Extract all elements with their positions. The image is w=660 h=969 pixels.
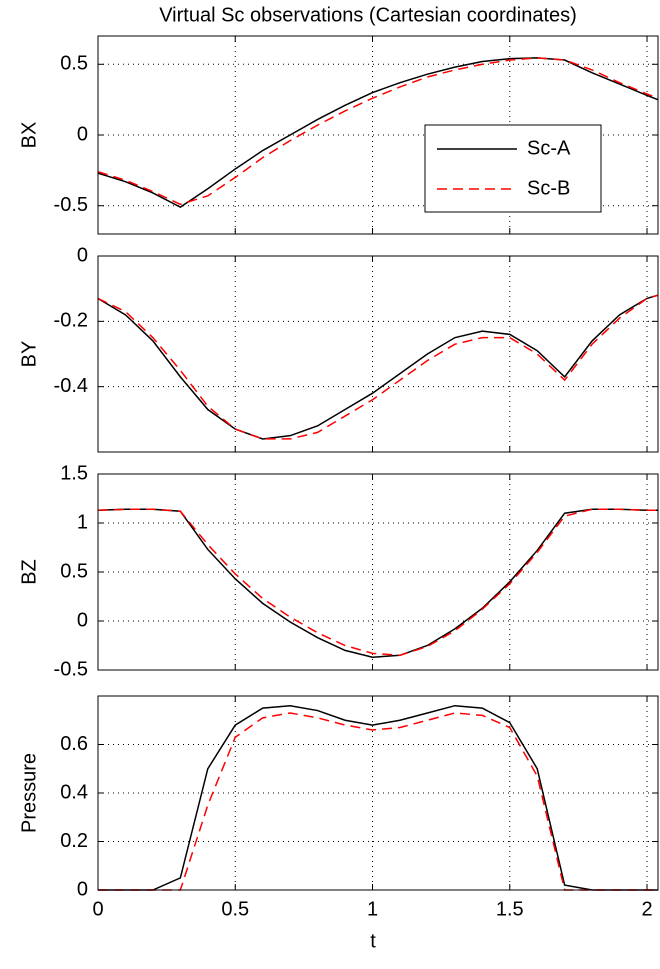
y-axis-label: BX	[18, 122, 40, 149]
y-tick-label: 0	[77, 878, 88, 900]
data-line	[97, 294, 659, 440]
y-tick-label: -0.4	[54, 375, 88, 397]
legend-label: Sc-B	[527, 177, 570, 199]
legend-box	[424, 124, 602, 213]
y-axis-label: Pressure	[18, 753, 40, 833]
axes-frame	[97, 473, 659, 671]
x-tick-label: 2	[641, 898, 652, 920]
y-tick-label: 1	[77, 511, 88, 533]
y-tick-label: 0.2	[60, 830, 88, 852]
y-tick-label: 1.5	[60, 462, 88, 484]
axes-frame	[97, 695, 659, 891]
y-tick-label: 0	[77, 123, 88, 145]
y-axis-label: BY	[18, 341, 40, 368]
y-tick-label: 0.5	[60, 560, 88, 582]
y-tick-label: 0.4	[60, 781, 88, 803]
chart-title: Virtual Sc observations (Cartesian coord…	[159, 4, 577, 26]
legend-label: Sc-A	[527, 137, 571, 159]
y-tick-label: 0.5	[60, 53, 88, 75]
y-tick-label: 0.6	[60, 733, 88, 755]
data-line	[97, 294, 659, 440]
data-line	[97, 508, 658, 659]
data-line	[98, 712, 658, 891]
x-axis-label: t	[370, 930, 376, 952]
axes-frame	[97, 255, 659, 453]
y-axis-label: BZ	[18, 559, 40, 585]
y-tick-label: -0.5	[54, 658, 88, 680]
data-line	[97, 508, 658, 657]
y-tick-label: 0	[77, 609, 88, 631]
y-tick-label: 0	[77, 244, 88, 266]
x-tick-label: 0	[92, 898, 103, 920]
y-tick-label: -0.2	[54, 310, 88, 332]
data-line	[97, 57, 659, 206]
y-tick-label: -0.5	[54, 194, 88, 216]
axes-frame	[97, 35, 659, 235]
data-line	[98, 704, 658, 891]
x-tick-label: 1.5	[496, 898, 524, 920]
x-tick-label: 0.5	[221, 898, 249, 920]
data-line	[97, 57, 659, 208]
x-tick-label: 1	[367, 898, 378, 920]
